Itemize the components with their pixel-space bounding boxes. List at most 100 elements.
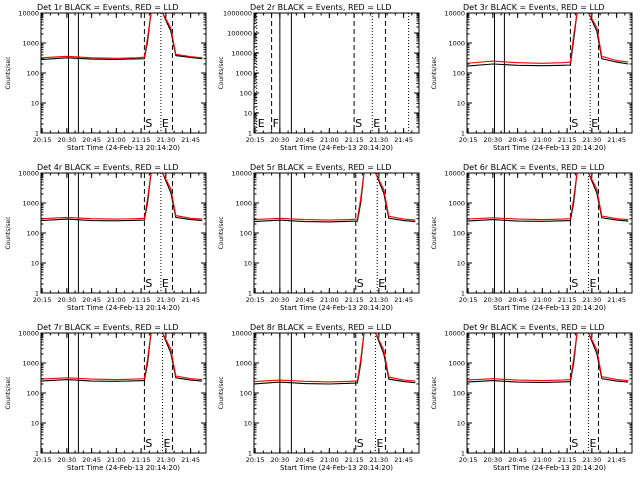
y-tick-label: 10000 <box>18 330 39 338</box>
y-tick-label: 10000 <box>444 330 465 338</box>
y-tick-label: 10000 <box>231 170 252 178</box>
chart-panel-6: Det 6r BLACK = Events, RED = LLD Counts/s… <box>431 163 633 312</box>
x-tick-label: 21:45 <box>394 296 413 304</box>
x-tick-label: 21:45 <box>394 136 413 144</box>
x-tick-label: 20:15 <box>33 296 52 304</box>
x-tick-label: 21:00 <box>107 456 126 464</box>
y-tick-label: 100 <box>453 390 465 398</box>
x-tick-label: 20:15 <box>246 456 265 464</box>
event-marker-label: E <box>164 437 171 450</box>
y-tick-label: 10 <box>457 420 465 428</box>
x-tick-label: 21:30 <box>582 456 601 464</box>
x-tick-label: 21:00 <box>320 456 339 464</box>
y-axis-label: Counts/sec <box>218 56 225 89</box>
x-axis-label: Start Time (24-Feb-13 20:14:20) <box>280 304 393 312</box>
plot-frame <box>40 332 207 454</box>
x-tick-label: 21:15 <box>132 296 151 304</box>
x-tick-label: 20:45 <box>295 296 314 304</box>
y-tick-label: 1000 <box>448 200 465 208</box>
y-tick-label: 100 <box>27 390 39 398</box>
y-axis-label: Counts/sec <box>431 216 438 249</box>
x-tick-label: 21:00 <box>107 296 126 304</box>
series-lld-line <box>254 173 416 221</box>
x-axis-label: Start Time (24-Feb-13 20:14:20) <box>67 144 180 152</box>
series-events-line <box>467 333 629 383</box>
y-tick-label: 100 <box>453 70 465 78</box>
x-tick-label: 21:15 <box>345 456 364 464</box>
y-tick-label: 1000 <box>22 360 39 368</box>
y-tick-label: 10000 <box>18 10 39 18</box>
y-tick-label: 1000 <box>235 70 252 78</box>
y-tick-label: 10 <box>31 260 39 268</box>
y-tick-label: 1 <box>461 130 465 138</box>
chart-panel-2: Det 2r BLACK = Events, RED = LLD Counts/s… <box>218 3 420 152</box>
x-tick-label: 21:15 <box>558 456 577 464</box>
plot-frame <box>253 332 420 454</box>
event-marker-label: S <box>145 117 152 130</box>
chart-panel-7: Det 7r BLACK = Events, RED = LLD Counts/s… <box>5 323 207 472</box>
y-tick-label: 10000 <box>444 10 465 18</box>
x-axis-label: Start Time (24-Feb-13 20:14:20) <box>67 304 180 312</box>
plot-area <box>254 173 416 293</box>
series-lld-line <box>254 333 416 383</box>
y-tick-label: 1 <box>461 290 465 298</box>
x-tick-label: 21:45 <box>607 296 626 304</box>
event-marker-label: S <box>571 437 578 450</box>
y-tick-label: 1 <box>248 290 252 298</box>
x-axis-label: Start Time (24-Feb-13 20:14:20) <box>493 144 606 152</box>
chart-title: Det 2r BLACK = Events, RED = LLD <box>250 3 392 12</box>
event-marker-label: S <box>571 277 578 290</box>
x-tick-label: 20:45 <box>295 456 314 464</box>
chart-title: Det 1r BLACK = Events, RED = LLD <box>37 3 179 12</box>
x-tick-label: 20:30 <box>57 456 76 464</box>
series-lld-line <box>467 173 629 221</box>
x-tick-label: 20:15 <box>246 136 265 144</box>
event-marker-label: E <box>377 437 384 450</box>
event-marker-label: E <box>373 117 380 130</box>
y-tick-label: 10000 <box>231 50 252 58</box>
y-tick-label: 100 <box>453 230 465 238</box>
chart-panel-8: Det 8r BLACK = Events, RED = LLD Counts/s… <box>218 323 420 472</box>
event-marker-label: E <box>591 117 598 130</box>
event-marker-label: S <box>145 437 152 450</box>
x-tick-label: 21:45 <box>607 456 626 464</box>
x-tick-label: 20:15 <box>459 456 478 464</box>
series-lld-line <box>41 13 203 59</box>
y-tick-label: 1 <box>35 450 39 458</box>
chart-title: Det 9r BLACK = Events, RED = LLD <box>463 323 605 332</box>
series-events-line <box>254 333 416 385</box>
x-tick-label: 20:15 <box>33 136 52 144</box>
chart-title: Det 7r BLACK = Events, RED = LLD <box>37 323 179 332</box>
plot-area <box>41 173 203 293</box>
x-tick-label: 20:15 <box>246 296 265 304</box>
event-marker-label: S <box>355 117 362 130</box>
chart-panel-3: Det 3r BLACK = Events, RED = LLD Counts/s… <box>431 3 633 152</box>
x-tick-label: 20:15 <box>459 136 478 144</box>
chart-title: Det 4r BLACK = Events, RED = LLD <box>37 163 179 172</box>
y-tick-label: 10 <box>31 100 39 108</box>
chart-panel-5: Det 5r BLACK = Events, RED = LLD Counts/s… <box>218 163 420 312</box>
y-axis-label: Counts/sec <box>5 216 12 249</box>
y-tick-label: 100000 <box>227 30 252 38</box>
chart-title: Det 8r BLACK = Events, RED = LLD <box>250 323 392 332</box>
event-marker-label: E <box>590 277 597 290</box>
plot-area <box>254 333 416 453</box>
plot-frame <box>40 172 207 294</box>
x-tick-label: 21:30 <box>369 136 388 144</box>
x-tick-label: 21:45 <box>607 136 626 144</box>
x-tick-label: 21:45 <box>181 136 200 144</box>
chart-title: Det 5r BLACK = Events, RED = LLD <box>250 163 392 172</box>
chart-panel-4: Det 4r BLACK = Events, RED = LLD Counts/s… <box>5 163 207 312</box>
plot-area <box>256 13 410 133</box>
x-tick-label: 20:30 <box>57 136 76 144</box>
x-tick-label: 21:15 <box>558 136 577 144</box>
y-tick-label: 1 <box>461 450 465 458</box>
y-tick-label: 10 <box>244 420 252 428</box>
x-tick-label: 20:30 <box>57 296 76 304</box>
chart-title: Det 6r BLACK = Events, RED = LLD <box>463 163 605 172</box>
y-tick-label: 1 <box>248 130 252 138</box>
event-marker-label: S <box>357 437 364 450</box>
series-events-line <box>467 173 629 222</box>
y-axis-label: Counts/sec <box>218 376 225 409</box>
y-tick-label: 10 <box>457 260 465 268</box>
